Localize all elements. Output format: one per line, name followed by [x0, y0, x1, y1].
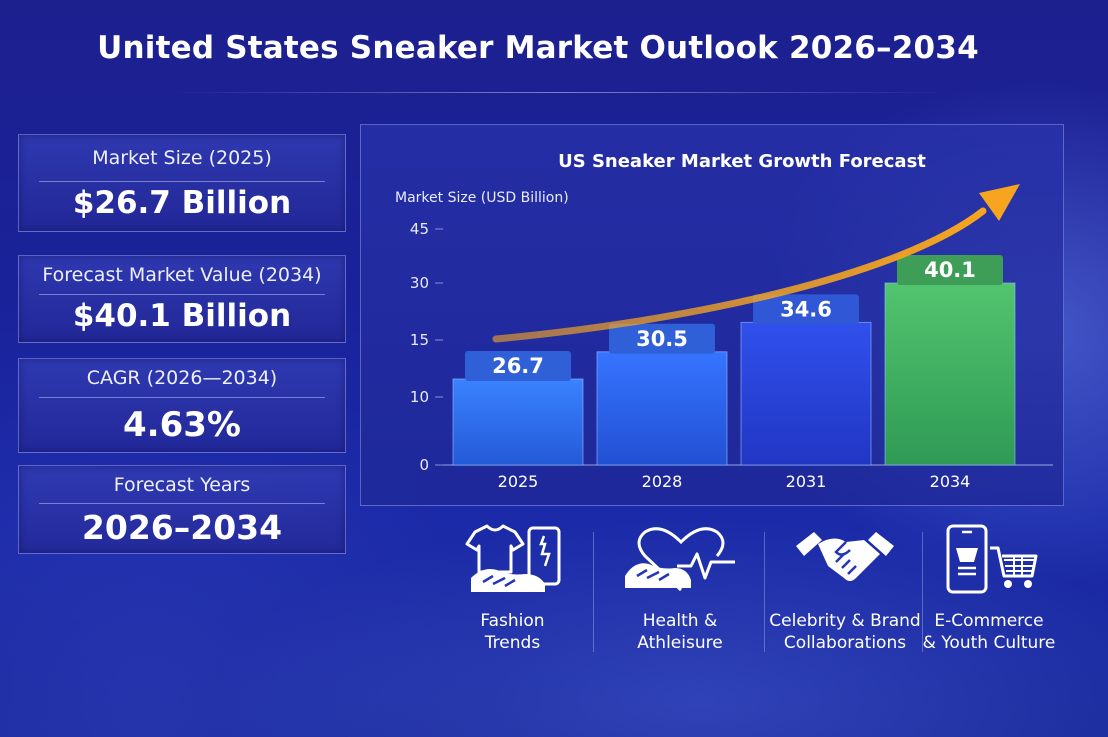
y-axis-label: Market Size (USD Billion) [395, 190, 569, 206]
bar-chart: US Sneaker Market Growth Forecast Market… [395, 151, 1053, 491]
title-divider [170, 92, 950, 93]
kpi-value: $26.7 Billion [72, 185, 292, 221]
driver-celebrity-collaborations: Celebrity & Brand Collaborations [765, 520, 925, 670]
bar-2034 [884, 282, 1016, 466]
shirt-sneaker-icon [465, 524, 560, 592]
data-label: 34.6 [780, 297, 832, 321]
y-tick-label: 10 [410, 388, 429, 406]
driver-label: Health & Athleisure [637, 611, 723, 653]
y-tick-label: 30 [410, 274, 429, 292]
kpi-label: CAGR (2026—2034) [86, 367, 278, 389]
chart-title: US Sneaker Market Growth Forecast [558, 151, 926, 172]
driver-label: Celebrity & Brand Collaborations [769, 611, 921, 653]
kpi-card-forecast-value: Forecast Market Value (2034) $40.1 Billi… [18, 255, 346, 343]
driver-divider [922, 532, 923, 652]
kpi-label: Market Size (2025) [92, 147, 272, 169]
bar-2025 [452, 378, 584, 466]
growth-arrow-head [979, 184, 1020, 221]
driver-health-athleisure: Health & Athleisure [595, 520, 765, 670]
kpi-divider [39, 397, 325, 398]
driver-divider [764, 532, 765, 652]
y-tick-label: 0 [419, 456, 429, 474]
data-label-box [753, 294, 859, 325]
growth-drivers: Fashion Trends Health & Athleisure Celeb… [430, 520, 1070, 670]
y-tick-label: 15 [410, 331, 429, 349]
driver-divider [593, 532, 594, 652]
data-label-box [465, 351, 571, 381]
kpi-card-cagr: CAGR (2026—2034) 4.63% [18, 358, 346, 453]
x-tick-label: 2034 [930, 472, 971, 491]
phone-cart-icon [946, 524, 1038, 594]
data-label: 30.5 [636, 327, 688, 351]
x-tick-label: 2025 [498, 472, 539, 491]
y-tick-label: 45 [410, 220, 429, 238]
driver-fashion-trends: Fashion Trends [430, 520, 595, 670]
kpi-divider [39, 294, 325, 295]
kpi-card-market-size: Market Size (2025) $26.7 Billion [18, 134, 346, 232]
x-tick-label: 2031 [786, 472, 827, 491]
page-title: United States Sneaker Market Outlook 202… [97, 30, 979, 66]
kpi-divider [39, 181, 325, 182]
data-label-box [609, 323, 715, 354]
kpi-value: 2026–2034 [81, 508, 283, 547]
chart-panel: US Sneaker Market Growth Forecast Market… [360, 124, 1064, 506]
kpi-divider [39, 503, 325, 504]
driver-ecommerce-youth: E-Commerce & Youth Culture [922, 520, 1056, 670]
driver-label: Fashion Trends [480, 611, 545, 653]
bar-2028 [596, 351, 728, 466]
x-tick-label: 2028 [642, 472, 683, 491]
data-label: 40.1 [924, 258, 976, 282]
kpi-card-forecast-years: Forecast Years 2026–2034 [18, 465, 346, 554]
growth-arrow [492, 207, 987, 343]
kpi-label: Forecast Market Value (2034) [42, 264, 322, 286]
heart-sneaker-icon [625, 527, 735, 592]
kpi-value: $40.1 Billion [72, 298, 292, 334]
handshake-icon [796, 532, 894, 581]
kpi-label: Forecast Years [113, 474, 251, 496]
data-label-box [897, 255, 1003, 285]
kpi-value: 4.63% [123, 405, 241, 445]
driver-label: E-Commerce & Youth Culture [922, 611, 1056, 653]
bar-2031 [740, 321, 872, 466]
data-label: 26.7 [492, 354, 544, 378]
